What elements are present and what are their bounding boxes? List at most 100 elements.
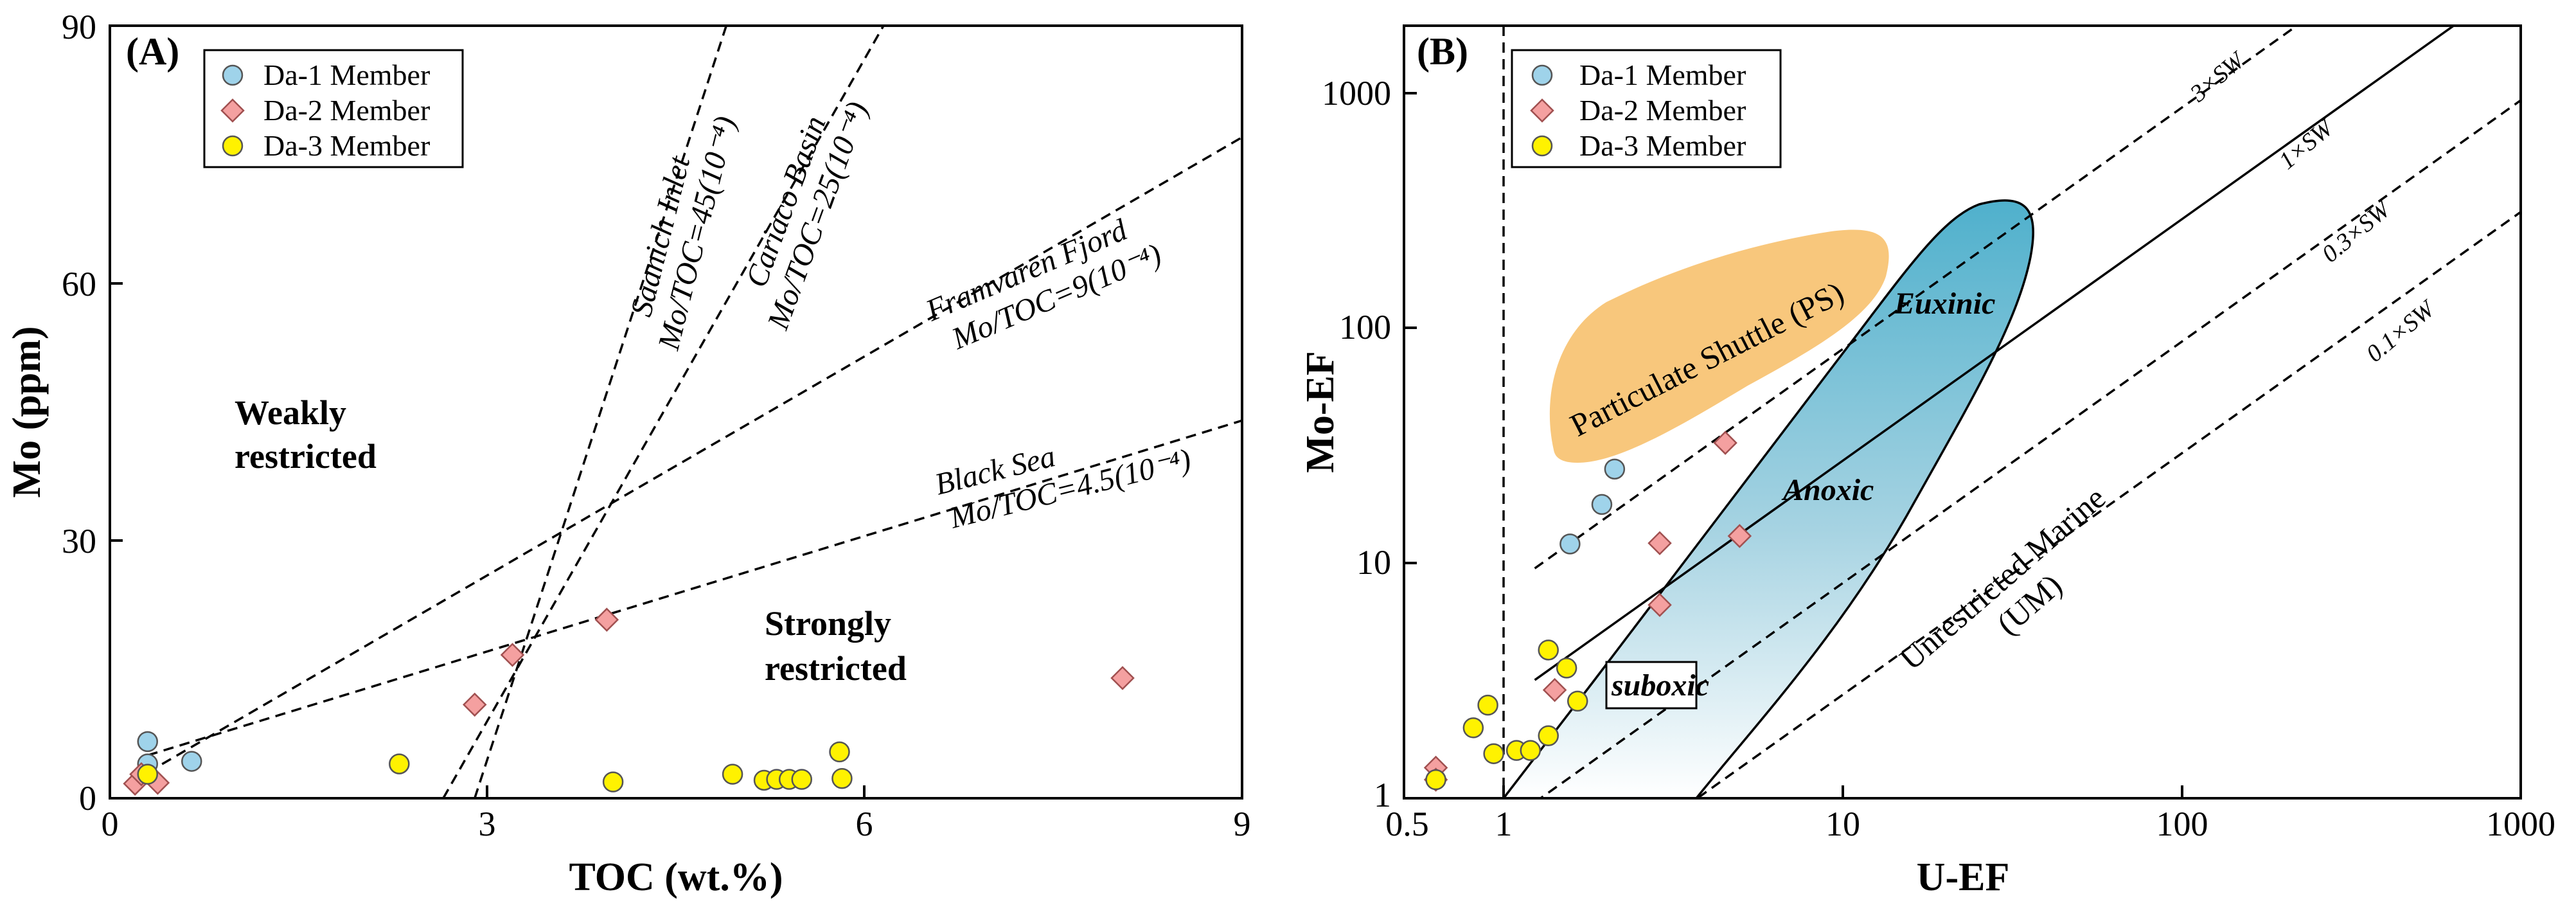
sw-0-3-line [1538,99,2521,798]
da-3-member-point [1462,717,1484,738]
da-3-member-point [829,741,850,763]
panel-label-a: (A) [126,30,179,73]
da-3-member-point [1425,769,1446,791]
legend-label-da2: Da-2 Member [263,94,430,127]
data-points-b [1423,431,1752,792]
x-tick-label: 0 [102,805,119,843]
da-1-member-point [181,751,202,772]
plot-frame-a [109,24,1243,800]
particulate-shuttle-region [1549,229,1889,463]
legend-label-da2: Da-2 Member [1579,94,1746,127]
saanich-inlet-line [474,26,727,798]
y-tick-label: 0 [79,779,96,818]
legend-marker-da3 [222,135,244,157]
x-tick-label: 3 [479,805,496,843]
da-3-member-point [389,753,410,774]
x-tick-label: 0.5 [1385,805,1429,843]
y-tick-label: 10 [1356,543,1391,582]
reference-lines-a [147,26,1242,798]
da-1-member-point [137,731,158,753]
redox-envelope-region [1502,199,2034,798]
da-3-member-point [722,764,743,785]
da-2-member-point [500,643,525,667]
sw3-label: 3×SW [2185,46,2251,107]
um-annotation: Unrestricted Marine (UM) [1892,479,2112,677]
x-tick-label: 9 [1234,805,1251,843]
da-1-member-point [1604,458,1626,480]
da-3-member-point [1556,657,1577,679]
data-points-a [123,607,1135,796]
legend-marker-da2 [1530,98,1554,123]
da-3-member-point [1520,740,1541,761]
x-tick-label: 6 [856,805,873,843]
um-label: Unrestricted Marine [1892,479,2112,677]
sw03-annotation: 0.3×SW [2317,195,2397,268]
legend-marker-da2 [220,98,245,123]
da-3-member-point [1538,639,1559,661]
legend-marker-da3 [1531,135,1553,157]
sw03-label: 0.3×SW [2317,195,2397,268]
sw1-label: 1×SW [2274,113,2340,175]
da-3-member-point [1538,725,1559,746]
sw-3-line [1534,26,2299,569]
region-weakly-label: Weakly [235,393,346,432]
x-tick-label: 1000 [2486,805,2555,843]
plot-frame-b [1403,24,2522,800]
legend-label-da1: Da-1 Member [263,58,430,91]
x-tick-label: 1 [1495,805,1513,843]
da-3-member-point [1567,690,1588,712]
sw1-annotation: 1×SW [2274,113,2340,175]
framvaren-annotation: Framvaren Fjord Mo/TOC=9(10⁻⁴) [921,213,1166,357]
y-tick-label: 1 [1374,776,1391,814]
da-1-member-point [1591,494,1613,515]
da-3-member-point [791,769,813,790]
region-restricted-label-1: restricted [235,437,377,476]
cariaco-annotation: Cariaco Basin Mo/TOC=25(10⁻⁴) [740,97,875,334]
da-1-member-point [1559,533,1581,555]
region-restricted-label-2: restricted [765,649,907,688]
anoxic-label: Anoxic [1781,473,1874,507]
y-tick-label: 1000 [1322,74,1391,112]
legend-box-a [203,49,464,168]
y-tick-label: 30 [62,522,96,560]
cariaco-basin-line [442,26,885,798]
x-tick-label: 10 [1825,805,1860,843]
panel-a: Weakly restricted Strongly restricted Sa… [5,8,1251,899]
x-tick-label: 100 [2156,805,2208,843]
x-axis-title-a: TOC (wt.%) [569,855,783,899]
panel-label-b: (B) [1417,30,1468,73]
da-2-member-point [1648,531,1672,555]
da-2-member-point [1648,593,1672,617]
legend-a: Da-1 Member Da-2 Member Da-3 Member [203,49,464,168]
y-axis-b: 1 10 100 1000 Mo-EF [1299,74,1417,814]
black-sea-line [147,419,1242,756]
da-2-member-point [1110,666,1135,690]
y-axis-title-a: Mo (ppm) [5,326,49,498]
legend-label-da3: Da-3 Member [1579,129,1746,162]
legend-label-da1: Da-1 Member [1579,58,1746,91]
legend-b: Da-1 Member Da-2 Member Da-3 Member [1511,49,1782,168]
framvaren-fjord-line [147,136,1242,774]
da-3-member-point [831,768,853,789]
saanich-annotation: Saanich Inlet Mo/TOC=45(10⁻⁴) [624,113,742,354]
da-3-member-point [602,771,624,792]
da-2-member-point [1713,431,1737,455]
sw3-annotation: 3×SW [2185,46,2251,107]
sw-1-line [1534,26,2456,681]
legend-marker-da1 [222,64,244,86]
suboxic-label-box [1605,661,1698,710]
legend-box-b [1511,49,1782,168]
da-3-member-point [1483,743,1504,764]
da-2-member-point [1542,677,1567,702]
da-2-member-point [1727,524,1752,548]
sw01-label: 0.1×SW [2361,294,2441,368]
sw01-annotation: 0.1×SW [2361,294,2441,368]
y-axis-title-b: Mo-EF [1299,351,1342,472]
regions-b [1502,26,2521,798]
panel-b: Particulate Shuttle (PS) Euxinic Anoxic … [1299,24,2555,899]
suboxic-label: suboxic [1611,668,1709,702]
da-2-member-point [594,607,619,632]
da-3-member-point [137,764,158,785]
da-3-member-point [1477,694,1498,716]
